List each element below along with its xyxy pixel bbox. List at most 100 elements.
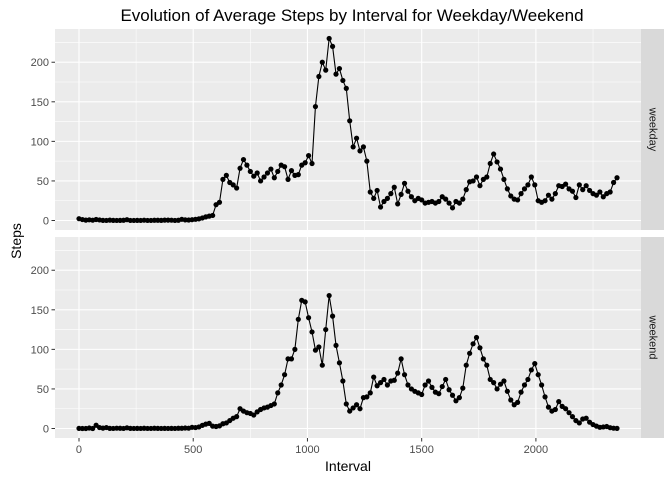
data-point xyxy=(607,189,613,195)
data-point xyxy=(480,356,486,362)
data-point xyxy=(521,186,528,192)
data-point xyxy=(563,181,569,187)
y-tick-label: 100 xyxy=(31,136,49,148)
data-point xyxy=(275,168,281,175)
chart-title: Evolution of Average Steps by Interval f… xyxy=(120,6,583,25)
data-point xyxy=(525,376,531,383)
data-point xyxy=(508,193,514,199)
data-point xyxy=(583,415,589,421)
data-point xyxy=(295,172,301,178)
data-point xyxy=(422,382,428,388)
data-point xyxy=(580,187,586,193)
data-point xyxy=(419,391,425,398)
data-point xyxy=(275,390,281,396)
data-point xyxy=(323,326,329,333)
data-point xyxy=(552,191,558,197)
data-point xyxy=(542,394,548,400)
data-point xyxy=(425,378,432,384)
data-point xyxy=(446,200,452,206)
data-point xyxy=(556,399,562,405)
data-point xyxy=(487,376,493,383)
data-point xyxy=(525,182,531,188)
data-point xyxy=(460,385,466,391)
data-point xyxy=(456,200,462,206)
data-point xyxy=(374,383,380,389)
x-tick-label: 0 xyxy=(76,444,82,456)
data-point xyxy=(518,389,524,395)
data-point xyxy=(312,347,319,353)
panel-weekend: 0 50 100 150 200 weekend 0 500 1000 1500 2000 xyxy=(31,237,664,456)
data-point xyxy=(460,196,466,202)
data-point xyxy=(374,187,380,194)
data-point xyxy=(610,179,617,186)
y-tick-label: 150 xyxy=(31,305,49,317)
data-point xyxy=(497,166,504,172)
y-tick-label: 50 xyxy=(37,176,49,188)
data-point xyxy=(497,381,504,387)
data-point xyxy=(446,387,452,393)
data-point xyxy=(405,382,411,388)
data-point xyxy=(316,344,322,350)
data-point xyxy=(288,356,295,362)
data-point xyxy=(528,367,534,373)
data-point xyxy=(504,186,510,192)
data-point xyxy=(377,204,384,210)
data-point xyxy=(244,162,250,168)
data-point xyxy=(593,192,600,198)
facet-strip-weekday: weekday xyxy=(641,29,664,230)
data-point xyxy=(569,188,576,194)
data-point xyxy=(326,292,332,299)
data-point xyxy=(419,197,425,203)
data-point xyxy=(364,158,370,164)
data-point xyxy=(436,391,442,397)
data-point xyxy=(271,175,277,181)
data-point xyxy=(501,378,507,384)
y-tick-label: 150 xyxy=(31,97,49,109)
data-point xyxy=(237,165,243,171)
data-point xyxy=(614,175,620,181)
data-point xyxy=(371,374,377,380)
data-point xyxy=(343,85,349,91)
data-point xyxy=(251,412,257,418)
data-point xyxy=(357,148,363,154)
data-point xyxy=(381,376,387,383)
data-point xyxy=(234,414,240,420)
data-point xyxy=(508,397,514,403)
y-axis-title: Steps xyxy=(8,223,24,259)
x-tick-label: 1000 xyxy=(295,444,319,456)
data-point xyxy=(223,172,229,178)
data-point xyxy=(463,362,469,368)
data-point xyxy=(350,144,356,150)
data-point xyxy=(230,182,236,188)
x-axis-title: Interval xyxy=(325,458,371,474)
data-point xyxy=(292,346,298,352)
data-point xyxy=(350,405,356,411)
data-point xyxy=(302,160,308,166)
data-point xyxy=(401,372,408,378)
data-point xyxy=(336,360,343,366)
data-point xyxy=(429,384,435,390)
data-point xyxy=(343,401,349,407)
data-point xyxy=(563,406,569,412)
data-point xyxy=(401,180,408,186)
data-point xyxy=(288,168,295,174)
data-point xyxy=(566,410,572,416)
data-point xyxy=(449,392,456,398)
data-point xyxy=(515,399,521,405)
data-point xyxy=(453,398,459,404)
data-point xyxy=(353,402,360,408)
y-tick-label: 0 xyxy=(43,424,49,436)
data-point xyxy=(491,380,497,386)
data-point xyxy=(323,67,329,73)
data-point xyxy=(583,183,589,189)
data-point xyxy=(329,313,336,319)
data-point xyxy=(326,35,332,42)
data-point xyxy=(398,191,404,197)
data-point xyxy=(473,174,480,180)
y-tick-label: 100 xyxy=(31,344,49,356)
data-point xyxy=(210,212,216,219)
data-point xyxy=(282,372,288,378)
data-point xyxy=(532,361,538,367)
data-point xyxy=(405,188,411,194)
data-point xyxy=(518,191,524,197)
